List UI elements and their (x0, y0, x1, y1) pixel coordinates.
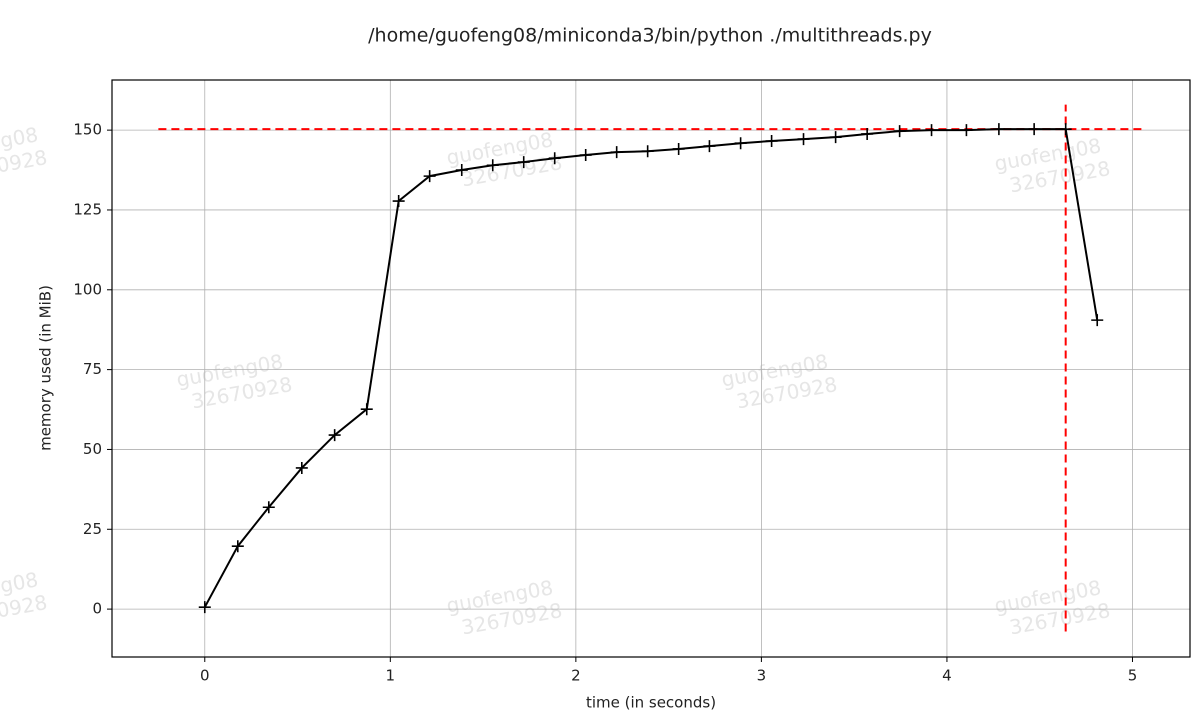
x-tick-label: 5 (1128, 667, 1138, 685)
marker (861, 127, 874, 140)
x-tick-label: 0 (200, 667, 210, 685)
marker (610, 146, 623, 159)
x-tick-label: 4 (942, 667, 952, 685)
marker (925, 124, 938, 137)
chart-title: /home/guofeng08/miniconda3/bin/python ./… (368, 25, 932, 47)
y-tick-label: 75 (83, 360, 102, 378)
marker (328, 429, 341, 442)
y-axis-label: memory used (in MiB) (37, 285, 55, 451)
watermark: 32670928 (0, 145, 49, 186)
memory-line (203, 128, 1099, 608)
marker (360, 403, 373, 416)
marker (641, 145, 654, 158)
marker (486, 159, 499, 172)
y-tick-label: 25 (83, 520, 102, 538)
marker (992, 123, 1005, 136)
marker (579, 149, 592, 162)
marker (1059, 123, 1072, 136)
x-tick-label: 1 (386, 667, 396, 685)
x-tick-label: 2 (571, 667, 581, 685)
marker (455, 164, 468, 177)
watermarks: guofeng0832670928guofeng0832670928guofen… (0, 122, 1112, 639)
y-tick-label: 50 (83, 440, 102, 458)
marker (893, 125, 906, 138)
y-tick-label: 125 (73, 200, 102, 218)
marker (548, 152, 561, 165)
marker (262, 501, 275, 514)
marker (1028, 123, 1041, 136)
marker (703, 140, 716, 153)
marker (797, 133, 810, 146)
marker (734, 137, 747, 150)
marker (198, 601, 211, 614)
marker (829, 131, 842, 144)
marker (231, 540, 244, 553)
marker (672, 142, 685, 155)
y-tick-label: 100 (73, 280, 102, 298)
marker (392, 195, 405, 208)
marker (295, 461, 308, 474)
y-tick-label: 150 (73, 121, 102, 139)
marker (423, 170, 436, 183)
marker (765, 134, 778, 147)
x-axis-label: time (in seconds) (586, 694, 716, 712)
plot (158, 104, 1142, 632)
marker (517, 156, 530, 169)
marker (960, 124, 973, 137)
watermark: 32670928 (0, 590, 49, 631)
x-tick-label: 3 (757, 667, 767, 685)
y-tick-label: 0 (92, 600, 102, 618)
marker (1091, 314, 1104, 327)
axes-frame (111, 79, 1191, 658)
